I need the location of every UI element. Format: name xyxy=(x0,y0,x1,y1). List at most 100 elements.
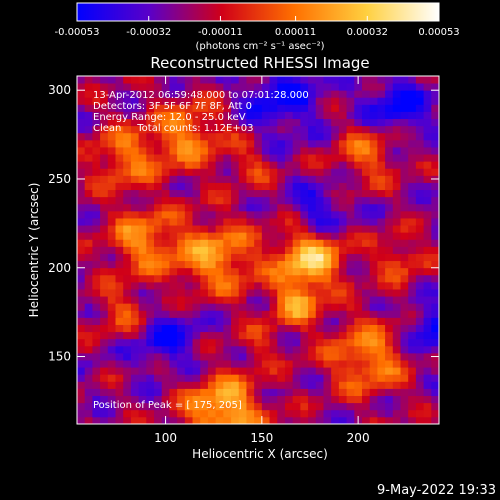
heatmap-cell xyxy=(361,168,371,176)
heatmap-cell xyxy=(92,232,101,240)
heatmap-cell xyxy=(415,239,424,247)
heatmap-cell xyxy=(392,260,401,269)
heatmap-cell xyxy=(84,232,93,240)
heatmap-cell xyxy=(223,395,232,404)
heatmap-cell xyxy=(246,388,255,396)
heatmap-cell xyxy=(115,225,124,233)
heatmap-cell xyxy=(246,267,255,276)
heatmap-cell xyxy=(169,317,178,325)
heatmap-cell xyxy=(369,395,378,404)
heatmap-cell xyxy=(169,324,178,333)
heatmap-cell xyxy=(377,246,386,254)
heatmap-cell xyxy=(323,161,332,169)
heatmap-cell xyxy=(369,139,378,148)
heatmap-cell xyxy=(400,246,409,254)
heatmap-cell xyxy=(107,395,116,404)
heatmap-cell xyxy=(369,210,378,219)
heatmap-cell xyxy=(223,331,232,340)
heatmap-cell xyxy=(369,260,378,269)
heatmap-cell xyxy=(392,218,401,226)
heatmap-cell xyxy=(115,196,124,205)
heatmap-cell xyxy=(77,83,86,91)
heatmap-cell xyxy=(138,317,147,325)
heatmap-cell xyxy=(231,76,240,84)
heatmap-cell xyxy=(138,154,147,162)
heatmap-cell xyxy=(115,281,124,290)
heatmap-cell xyxy=(177,409,186,418)
heatmap-cell xyxy=(331,360,340,368)
heatmap-cell xyxy=(431,310,440,318)
heatmap-cell xyxy=(354,395,363,404)
heatmap-cell xyxy=(431,90,440,98)
heatmap-cell xyxy=(246,139,255,148)
heatmap-cell xyxy=(184,203,193,212)
heatmap-cell xyxy=(354,296,363,304)
heatmap-cell xyxy=(392,360,401,368)
heatmap-cell xyxy=(385,168,394,176)
heatmap-cell xyxy=(169,274,178,283)
heatmap-cell xyxy=(269,360,278,368)
heatmap-cell xyxy=(323,182,332,191)
heatmap-cell xyxy=(92,381,101,389)
heatmap-cell xyxy=(300,317,309,325)
heatmap-cell xyxy=(138,331,147,340)
heatmap-cell xyxy=(169,203,178,212)
colorbar-ticks: -0.00053 -0.00032 -0.00011 0.00011 0.00032 0.… xyxy=(55,16,460,38)
heatmap-cell xyxy=(369,310,378,318)
heatmap-cell xyxy=(323,260,332,269)
heatmap-cell xyxy=(223,97,232,105)
heatmap-cell xyxy=(161,232,170,240)
heatmap-cell xyxy=(292,76,301,84)
heatmap-cell xyxy=(315,203,324,212)
heatmap-cell xyxy=(238,345,247,354)
heatmap-cell xyxy=(269,303,278,311)
heatmap-cell xyxy=(300,118,309,127)
heatmap-cell xyxy=(400,374,409,382)
heatmap-cell xyxy=(215,296,224,304)
heatmap-cell xyxy=(361,225,371,233)
heatmap-cell xyxy=(223,253,232,262)
heatmap-cell xyxy=(261,139,270,148)
heatmap-cell xyxy=(115,402,124,411)
heatmap-cell xyxy=(261,125,270,134)
heatmap-cell xyxy=(300,352,309,361)
heatmap-cell xyxy=(107,232,116,240)
heatmap-cell xyxy=(254,381,263,389)
heatmap-cell xyxy=(192,281,201,290)
heatmap-cell xyxy=(184,338,193,347)
heatmap-cell xyxy=(277,182,286,191)
heatmap-cell xyxy=(431,274,440,283)
heatmap-cell xyxy=(261,97,270,105)
heatmap-cell xyxy=(130,218,140,226)
heatmap-cell xyxy=(107,154,116,162)
heatmap-cell xyxy=(107,210,116,219)
heatmap-cell xyxy=(200,289,209,297)
heatmap-cell xyxy=(77,118,86,127)
heatmap-cell xyxy=(354,239,363,247)
heatmap-cell xyxy=(269,111,278,120)
heatmap-cell xyxy=(323,232,332,240)
heatmap-cell xyxy=(115,168,124,176)
heatmap-cell xyxy=(408,139,417,148)
heatmap-cell xyxy=(346,409,355,418)
heatmap-cell xyxy=(77,296,86,304)
heatmap-cell xyxy=(369,104,378,112)
heatmap-cell xyxy=(138,147,147,155)
heatmap-cell xyxy=(161,402,170,411)
heatmap-cell xyxy=(254,168,263,176)
heatmap-cell xyxy=(192,225,201,233)
heatmap-cell xyxy=(192,97,201,105)
heatmap-cell xyxy=(308,161,317,169)
heatmap-cell xyxy=(408,118,417,127)
heatmap-cell xyxy=(354,139,363,148)
heatmap-cell xyxy=(246,402,255,411)
heatmap-cell xyxy=(292,90,301,98)
heatmap-cell xyxy=(331,118,340,127)
heatmap-cell xyxy=(338,246,347,254)
heatmap-cell xyxy=(400,260,409,269)
heatmap-cell xyxy=(169,218,178,226)
heatmap-cell xyxy=(284,189,294,198)
heatmap-cell xyxy=(223,381,232,389)
heatmap-cell xyxy=(184,132,193,141)
heatmap-cell xyxy=(277,303,286,311)
